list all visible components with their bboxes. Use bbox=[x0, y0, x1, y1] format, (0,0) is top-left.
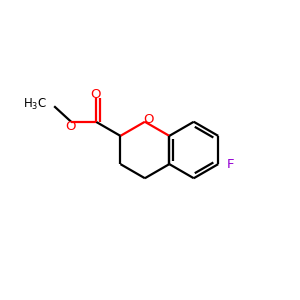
Text: F: F bbox=[226, 158, 234, 171]
Text: H$_3$C: H$_3$C bbox=[22, 97, 47, 112]
Text: O: O bbox=[143, 113, 154, 126]
Text: O: O bbox=[91, 88, 101, 101]
Text: O: O bbox=[65, 120, 76, 133]
